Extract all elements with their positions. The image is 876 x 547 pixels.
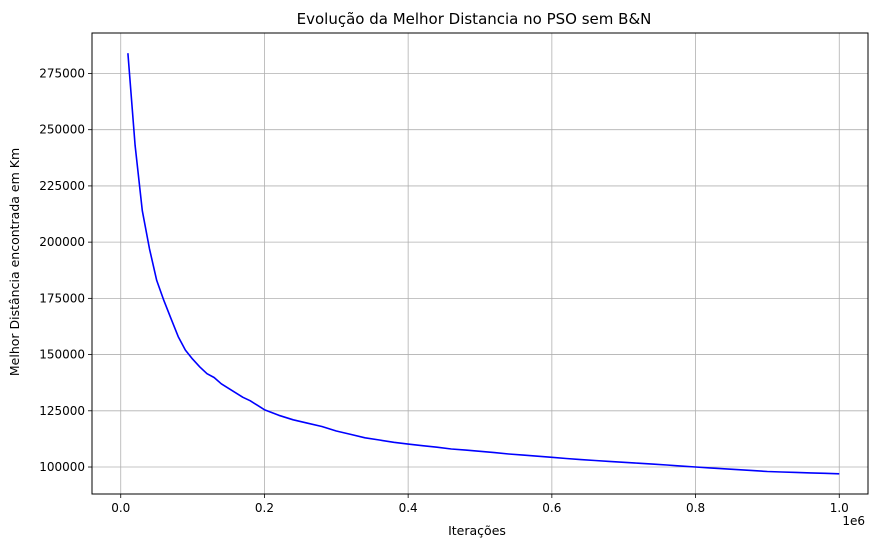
y-tick-label: 225000 — [39, 179, 85, 193]
chart-title: Evolução da Melhor Distancia no PSO sem … — [297, 10, 652, 28]
x-tick-label: 0.6 — [542, 501, 561, 515]
x-tick-label: 1.0 — [830, 501, 849, 515]
y-tick-label: 150000 — [39, 348, 85, 362]
y-tick-label: 250000 — [39, 123, 85, 137]
x-axis-label: Iterações — [448, 523, 506, 538]
series-line — [127, 53, 840, 475]
x-tick-label: 0.4 — [399, 501, 418, 515]
y-tick-label: 275000 — [39, 66, 85, 80]
x-tick-label: 0.8 — [686, 501, 705, 515]
grid — [92, 33, 868, 494]
x-tick-label: 0.0 — [111, 501, 130, 515]
ticks: 0.0 0.2 0.4 0.6 0.8 1.0 100000 125000 150000 1750… — [39, 66, 849, 515]
plot-frame — [91, 32, 869, 495]
y-tick-label: 100000 — [39, 460, 85, 474]
y-axis-label: Melhor Distância encontrada em Km — [7, 148, 22, 376]
y-tick-label: 200000 — [39, 235, 85, 249]
x-tick-label: 0.2 — [255, 501, 274, 515]
series-layer — [127, 53, 840, 475]
x-axis-offset-label: 1e6 — [842, 514, 865, 528]
y-tick-label: 125000 — [39, 404, 85, 418]
y-tick-label: 175000 — [39, 291, 85, 305]
